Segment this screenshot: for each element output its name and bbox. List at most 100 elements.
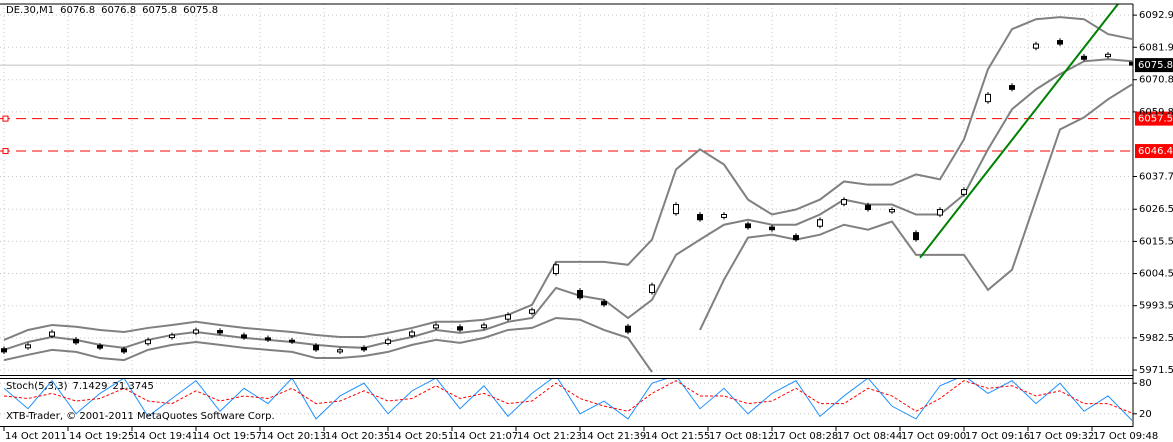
- candle-body: [169, 334, 175, 339]
- level-marker: [2, 148, 9, 155]
- candle-body: [793, 235, 799, 241]
- indicator-header: Stoch(5,3,3) 7.1429 21.3745: [6, 381, 154, 392]
- y-tick-label: 6026.5: [1139, 204, 1173, 215]
- indicator-tick-label: 80: [1139, 378, 1152, 389]
- x-tick-label: 17 Oct 09:16: [965, 431, 1030, 442]
- x-tick-label: 14 Oct 21:55: [645, 431, 710, 442]
- candle-body: [97, 344, 103, 349]
- y-tick-label: 6004.5: [1139, 269, 1173, 280]
- candle-body: [505, 314, 511, 320]
- x-tick-label: 17 Oct 08:12: [709, 431, 774, 442]
- trendline: [919, 4, 1119, 259]
- candle-body: [577, 290, 583, 299]
- x-tick-label: 14 Oct 21:39: [581, 431, 646, 442]
- candle-body: [673, 204, 679, 215]
- y-tick-label: 5993.5: [1139, 301, 1173, 312]
- candle-body: [937, 209, 943, 216]
- candle-body: [601, 301, 607, 306]
- band-lower: [3, 83, 1133, 373]
- candle-body: [1057, 40, 1063, 45]
- candle-body: [721, 213, 727, 218]
- indicator-plot: [0, 378, 1133, 421]
- candle-body: [1009, 85, 1015, 90]
- candle-body: [265, 337, 271, 341]
- x-tick-label: 17 Oct 08:44: [837, 431, 902, 442]
- y-tick-label: 6037.7: [1139, 171, 1173, 182]
- candle-body: [529, 309, 535, 314]
- candle-body: [625, 325, 631, 333]
- symbol: DE.30,M1: [6, 5, 54, 16]
- x-tick-label: 17 Oct 09:48: [1093, 431, 1158, 442]
- y-tick-label: 5971.5: [1139, 365, 1173, 376]
- candle-body: [697, 213, 703, 221]
- x-tick-label: 17 Oct 09:32: [1029, 431, 1094, 442]
- candle-body: [313, 344, 319, 351]
- candle-body: [841, 199, 847, 205]
- y-tick-label: 6059.8: [1139, 107, 1173, 118]
- candle-body: [25, 344, 31, 349]
- candle-body: [193, 329, 199, 334]
- candle-body: [49, 331, 55, 337]
- band-upper: [3, 16, 1133, 341]
- symbol-header: DE.30,M1 6076.8 6076.8 6075.8 6075.8: [6, 5, 218, 16]
- y-tick-label: 6015.5: [1139, 236, 1173, 247]
- grid: [0, 4, 1133, 375]
- candle-body: [1033, 43, 1039, 49]
- candle-body: [433, 324, 439, 329]
- ohlc-value: 6076.8: [60, 5, 95, 16]
- indicator-value: 21.3745: [112, 381, 153, 392]
- price-label: 6075.8: [1138, 60, 1173, 71]
- y-tick-label: 5982.5: [1139, 333, 1173, 344]
- x-tick-label: 14 Oct 21:23: [517, 431, 582, 442]
- ohlc-value: 6075.8: [183, 5, 218, 16]
- labels: DE.30,M1 6076.8 6076.8 6075.8 6075.8 Stoch(5…: [5, 5, 1173, 442]
- indicator-line: [3, 378, 1133, 421]
- candle-body: [1105, 53, 1111, 58]
- candle-body: [913, 232, 919, 241]
- candle-body: [553, 264, 559, 275]
- x-tick-label: 14 Oct 19:41: [133, 431, 198, 442]
- candle-body: [217, 330, 223, 334]
- candle-body: [409, 331, 415, 337]
- x-tick-label: 17 Oct 08:28: [773, 431, 838, 442]
- y-tick-label: 6081.9: [1139, 42, 1173, 53]
- candle-body: [745, 223, 751, 229]
- x-tick-label: 14 Oct 21:07: [453, 431, 518, 442]
- candle-body: [1081, 55, 1087, 60]
- candle-body: [73, 338, 79, 344]
- level-label-box: [1135, 111, 1173, 126]
- x-tick-label: 17 Oct 09:00: [901, 431, 966, 442]
- x-tick-label: 14 Oct 20:13: [261, 431, 326, 442]
- x-tick-label: 14 Oct 20:35: [325, 431, 390, 442]
- level-label: 6046.4: [1138, 146, 1173, 157]
- ohlc-value: 6076.8: [101, 5, 136, 16]
- x-tick-label: 14 Oct 2011: [5, 431, 67, 442]
- level-label: 6057.5: [1138, 114, 1173, 125]
- level-label-box: [1135, 144, 1173, 159]
- candle-body: [1, 348, 7, 353]
- candle-body: [985, 93, 991, 103]
- y-tick-label: 6092.9: [1139, 10, 1173, 21]
- axes: [0, 3, 1173, 431]
- x-tick-label: 14 Oct 19:25: [69, 431, 134, 442]
- candle-body: [649, 284, 655, 294]
- candle-body: [337, 349, 343, 353]
- candle-body: [121, 348, 127, 353]
- candle-body: [385, 339, 391, 344]
- watermark: XTB-Trader, © 2001-2011 MetaQuotes Softw…: [6, 411, 275, 422]
- candle-body: [1129, 61, 1133, 66]
- price-label-box: [1135, 58, 1173, 73]
- candle-body: [889, 209, 895, 213]
- candle-body: [817, 219, 823, 227]
- indicator-tick-label: 20: [1139, 409, 1152, 420]
- candle-body: [145, 339, 151, 345]
- x-tick-label: 14 Oct 19:57: [197, 431, 262, 442]
- candle-body: [361, 347, 367, 351]
- ohlc-value: 6075.8: [142, 5, 177, 16]
- y-tick-label: 6070.8: [1139, 75, 1173, 86]
- candle-body: [289, 339, 295, 343]
- indicator-name: Stoch(5,3,3): [6, 381, 68, 392]
- indicator-line: [3, 380, 1133, 414]
- candle-body: [865, 204, 871, 211]
- level-marker: [2, 115, 9, 122]
